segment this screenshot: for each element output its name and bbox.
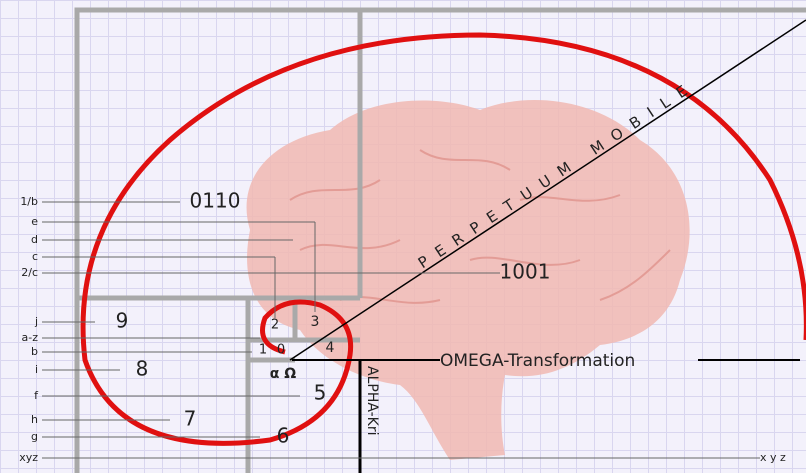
left-label: b xyxy=(31,345,38,358)
omega-label: OMEGA-Transformation xyxy=(440,351,635,371)
number-label: 5 xyxy=(314,381,327,405)
left-label: d xyxy=(31,233,38,246)
left-label: g xyxy=(31,430,38,443)
number-label: 1 xyxy=(259,343,267,358)
number-label: 0 xyxy=(277,343,285,358)
right-label: x y z xyxy=(760,451,786,464)
number-label: 0110 xyxy=(190,189,241,213)
diagram: OMEGA-Transformation ALPHA-Kri α Ω x y z… xyxy=(0,0,806,473)
left-label: e xyxy=(31,215,38,228)
left-label: 2/c xyxy=(21,266,38,279)
number-label: 4 xyxy=(326,340,335,356)
left-label: i xyxy=(35,363,38,376)
left-label: a-z xyxy=(22,331,39,344)
number-label: 2 xyxy=(271,318,279,333)
left-label: xyz xyxy=(19,451,38,464)
brain xyxy=(247,100,690,460)
left-label: 1/b xyxy=(20,195,38,208)
number-label: 1001 xyxy=(500,260,551,284)
number-label: 8 xyxy=(136,357,149,381)
number-label: 3 xyxy=(311,314,320,330)
number-label: 6 xyxy=(277,424,290,448)
left-label: c xyxy=(32,250,38,263)
canvas: OMEGA-Transformation ALPHA-Kri α Ω x y z… xyxy=(0,0,806,473)
number-label: 9 xyxy=(116,309,129,333)
left-label: j xyxy=(34,315,38,328)
left-label: f xyxy=(34,389,39,402)
left-label: h xyxy=(31,413,38,426)
alpha-label: ALPHA-Kri xyxy=(364,366,380,436)
number-label: 7 xyxy=(184,407,197,431)
center-label: α Ω xyxy=(270,366,296,382)
